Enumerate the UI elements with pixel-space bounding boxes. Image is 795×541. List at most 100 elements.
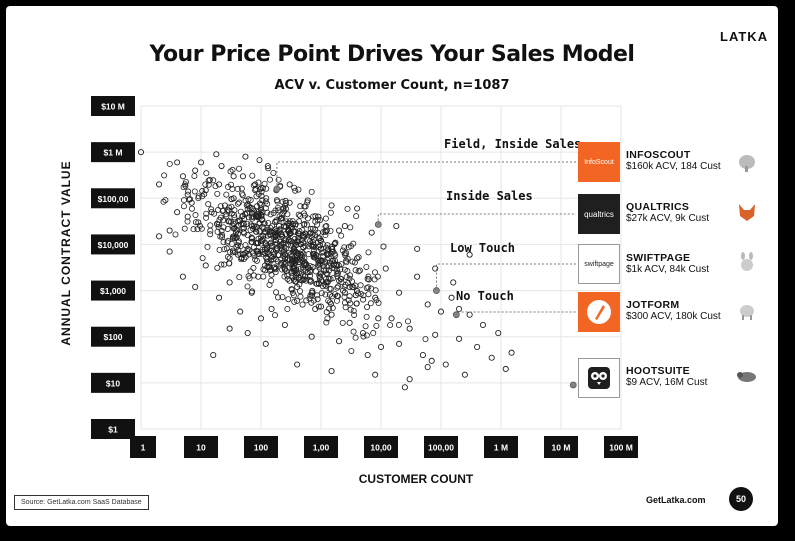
data-point xyxy=(323,282,330,289)
data-point xyxy=(442,361,449,368)
data-point xyxy=(377,343,385,351)
data-point xyxy=(327,209,334,216)
x-axis-label: CUSTOMER COUNT xyxy=(358,472,474,486)
data-point xyxy=(250,265,257,272)
data-point xyxy=(340,287,347,294)
data-point xyxy=(252,181,259,188)
data-point xyxy=(296,281,303,288)
data-point xyxy=(252,185,259,192)
data-point xyxy=(318,258,325,265)
data-point xyxy=(279,294,286,301)
data-point xyxy=(336,227,343,234)
hootsuite-owl-icon xyxy=(588,367,610,389)
data-point xyxy=(360,296,367,303)
data-point xyxy=(250,244,257,251)
data-point xyxy=(249,288,256,295)
data-point xyxy=(365,273,372,280)
data-point xyxy=(211,210,218,217)
data-point xyxy=(232,234,239,241)
data-point xyxy=(346,293,353,300)
tier-guide-line xyxy=(435,263,576,291)
data-point xyxy=(266,176,273,183)
data-point xyxy=(256,157,263,164)
data-point xyxy=(267,247,274,254)
data-point xyxy=(226,204,233,211)
x-tick-label: 1 xyxy=(141,443,146,453)
data-point xyxy=(305,251,312,258)
data-point xyxy=(208,206,215,213)
data-point xyxy=(258,211,265,218)
data-point xyxy=(307,268,314,275)
company-swiftpage: SWIFTPAGE $1k ACV, 84k Cust xyxy=(626,252,710,275)
data-point xyxy=(226,260,233,267)
data-point xyxy=(393,223,400,230)
x-tick-box xyxy=(484,436,518,458)
data-point xyxy=(225,218,232,225)
data-point xyxy=(174,159,181,166)
data-point xyxy=(236,165,243,172)
x-tick-label: 1,00 xyxy=(313,443,330,453)
data-point xyxy=(424,301,431,308)
data-point xyxy=(180,203,187,210)
data-point xyxy=(308,188,315,195)
data-point xyxy=(329,305,336,312)
data-point xyxy=(325,245,332,252)
data-point xyxy=(184,218,191,225)
data-point xyxy=(326,305,333,312)
data-point xyxy=(259,237,266,244)
data-point xyxy=(304,199,311,206)
data-point xyxy=(187,196,194,203)
data-point xyxy=(214,264,221,271)
data-point xyxy=(272,232,279,239)
data-point xyxy=(312,213,319,220)
data-point xyxy=(288,242,295,249)
y-tick-label: $10 xyxy=(106,378,120,388)
data-point xyxy=(224,225,231,232)
data-point xyxy=(230,173,237,180)
data-point xyxy=(315,280,322,287)
data-point xyxy=(300,232,307,239)
data-point xyxy=(258,240,265,247)
y-tick-box xyxy=(91,188,135,209)
data-point xyxy=(364,352,371,359)
data-point xyxy=(326,299,333,306)
data-point xyxy=(194,226,201,233)
data-point xyxy=(356,267,363,274)
data-point xyxy=(405,318,412,325)
data-point xyxy=(166,227,173,234)
data-point xyxy=(212,183,219,190)
tier-guide-line xyxy=(455,311,576,315)
data-point xyxy=(347,243,354,250)
data-point xyxy=(328,311,335,318)
data-point xyxy=(267,257,274,264)
data-point xyxy=(322,215,329,222)
data-point xyxy=(260,266,267,273)
data-point xyxy=(387,322,394,329)
data-point xyxy=(179,273,186,280)
data-point xyxy=(299,227,306,234)
data-point xyxy=(205,201,212,208)
data-point xyxy=(285,222,292,229)
data-point xyxy=(293,278,300,285)
data-point xyxy=(198,225,205,232)
data-point xyxy=(279,198,286,205)
data-point xyxy=(349,278,356,285)
data-point xyxy=(244,220,251,227)
footer-site[interactable]: GetLatka.com xyxy=(646,495,706,505)
data-point xyxy=(328,368,335,375)
data-point xyxy=(329,246,336,253)
y-tick-label: $100,00 xyxy=(98,194,129,204)
data-point xyxy=(308,233,315,240)
source-note: Source: GetLatka.com SaaS Database xyxy=(14,495,149,510)
data-point xyxy=(342,281,349,288)
data-point xyxy=(245,273,252,280)
data-point xyxy=(335,283,342,290)
data-point xyxy=(289,220,296,227)
data-point xyxy=(495,330,502,337)
data-point xyxy=(242,253,249,260)
data-point xyxy=(365,276,372,283)
data-point xyxy=(349,258,356,265)
data-point xyxy=(223,191,230,198)
data-point xyxy=(240,221,247,228)
data-point xyxy=(294,238,301,245)
